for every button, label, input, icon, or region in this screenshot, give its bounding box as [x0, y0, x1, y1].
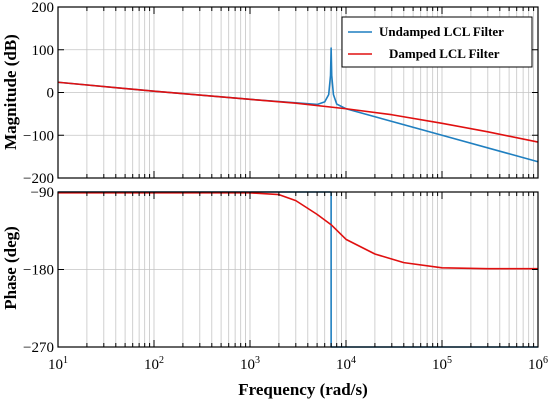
y-axis-title-magnitude: Magnitude (dB) [1, 34, 20, 150]
phase-plot-frame [57, 191, 539, 348]
legend-box [341, 16, 533, 68]
x-tick-label: 104 [336, 355, 356, 373]
y-tick-label: −100 [23, 128, 54, 144]
frame-layer [57, 6, 539, 348]
y-tick-label: −90 [31, 185, 54, 201]
x-axis-title: Frequency (rad/s) [238, 380, 368, 399]
y-tick-label: −270 [23, 340, 54, 356]
x-tick-label: 103 [240, 355, 260, 373]
legend: Undamped LCL Filter Damped LCL Filter [341, 16, 533, 68]
x-tick-label: 105 [432, 355, 452, 373]
y-tick-label: 100 [32, 43, 55, 59]
y-tick-label: −180 [23, 263, 54, 279]
y-axis-title-phase: Phase (deg) [1, 226, 20, 310]
phase-series-damped [58, 192, 538, 270]
x-tick-label: 106 [528, 355, 548, 373]
magnitude-plot-frame [57, 6, 539, 179]
y-tick-label: 0 [47, 86, 55, 102]
legend-label-undamped: Undamped LCL Filter [379, 24, 504, 39]
x-tick-label: 102 [144, 355, 164, 373]
magnitude-series-damped [57, 81, 539, 143]
x-tick-label: 101 [48, 355, 68, 373]
y-tick-label: 200 [32, 0, 55, 16]
y-tick-label: −200 [23, 171, 54, 187]
legend-label-damped: Damped LCL Filter [389, 46, 500, 61]
